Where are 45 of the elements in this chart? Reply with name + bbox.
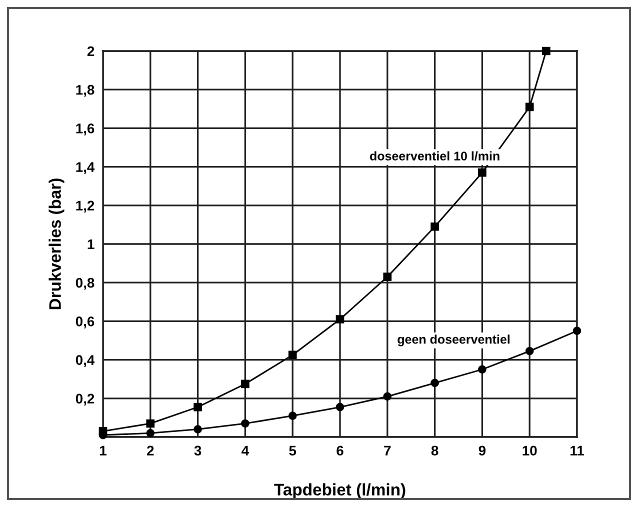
point: [383, 392, 392, 401]
x-tick-label: 11: [570, 446, 584, 456]
point: [194, 425, 202, 434]
y-tick-label: 0,6: [76, 316, 94, 328]
point: [430, 222, 439, 231]
y-tick-label: 1,4: [76, 162, 95, 174]
x-tick-label: 3: [194, 446, 202, 456]
point: [146, 419, 155, 428]
y-tick-label: 0,8: [76, 278, 94, 290]
y-tick-label: 2: [87, 46, 94, 56]
point: [383, 272, 392, 281]
point: [336, 402, 344, 412]
point: [478, 168, 486, 177]
x-tick-label: 7: [384, 446, 391, 456]
x-tick-label: 4: [242, 446, 249, 456]
y-axis-title: Drukverlies (bar): [48, 178, 64, 310]
x-axis-title: Tapdebiet (l/min): [274, 483, 406, 499]
y-tick-label: 0,2: [76, 394, 94, 406]
point: [146, 428, 155, 438]
x-tick-label: 9: [478, 446, 486, 456]
point: [478, 365, 486, 374]
x-tick-label: 2: [147, 446, 154, 456]
point: [430, 378, 439, 388]
point: [336, 315, 344, 324]
point: [525, 346, 534, 356]
point: [542, 46, 550, 56]
point: [241, 380, 250, 388]
x-tick-label: 10: [522, 446, 537, 456]
x-tick-label: 8: [431, 446, 438, 456]
point: [525, 102, 534, 112]
x-tick-label: 5: [289, 446, 296, 456]
point: [241, 419, 250, 428]
series-label: doseerventiel 10 l/min: [370, 151, 500, 161]
point: [288, 412, 297, 420]
y-tick-label: 0,4: [76, 355, 95, 367]
y-tick-label: 1,8: [76, 84, 94, 97]
y-tick-label: 1: [88, 239, 94, 250]
y-tick-label: 1,2: [76, 200, 94, 213]
point: [572, 326, 582, 336]
point: [194, 402, 202, 412]
point: [288, 350, 297, 360]
x-tick-label: 6: [336, 446, 344, 456]
x-tick-label: 1: [100, 446, 106, 456]
series-label: geen doseerventiel: [398, 334, 510, 346]
y-tick-label: 1,6: [76, 124, 94, 136]
